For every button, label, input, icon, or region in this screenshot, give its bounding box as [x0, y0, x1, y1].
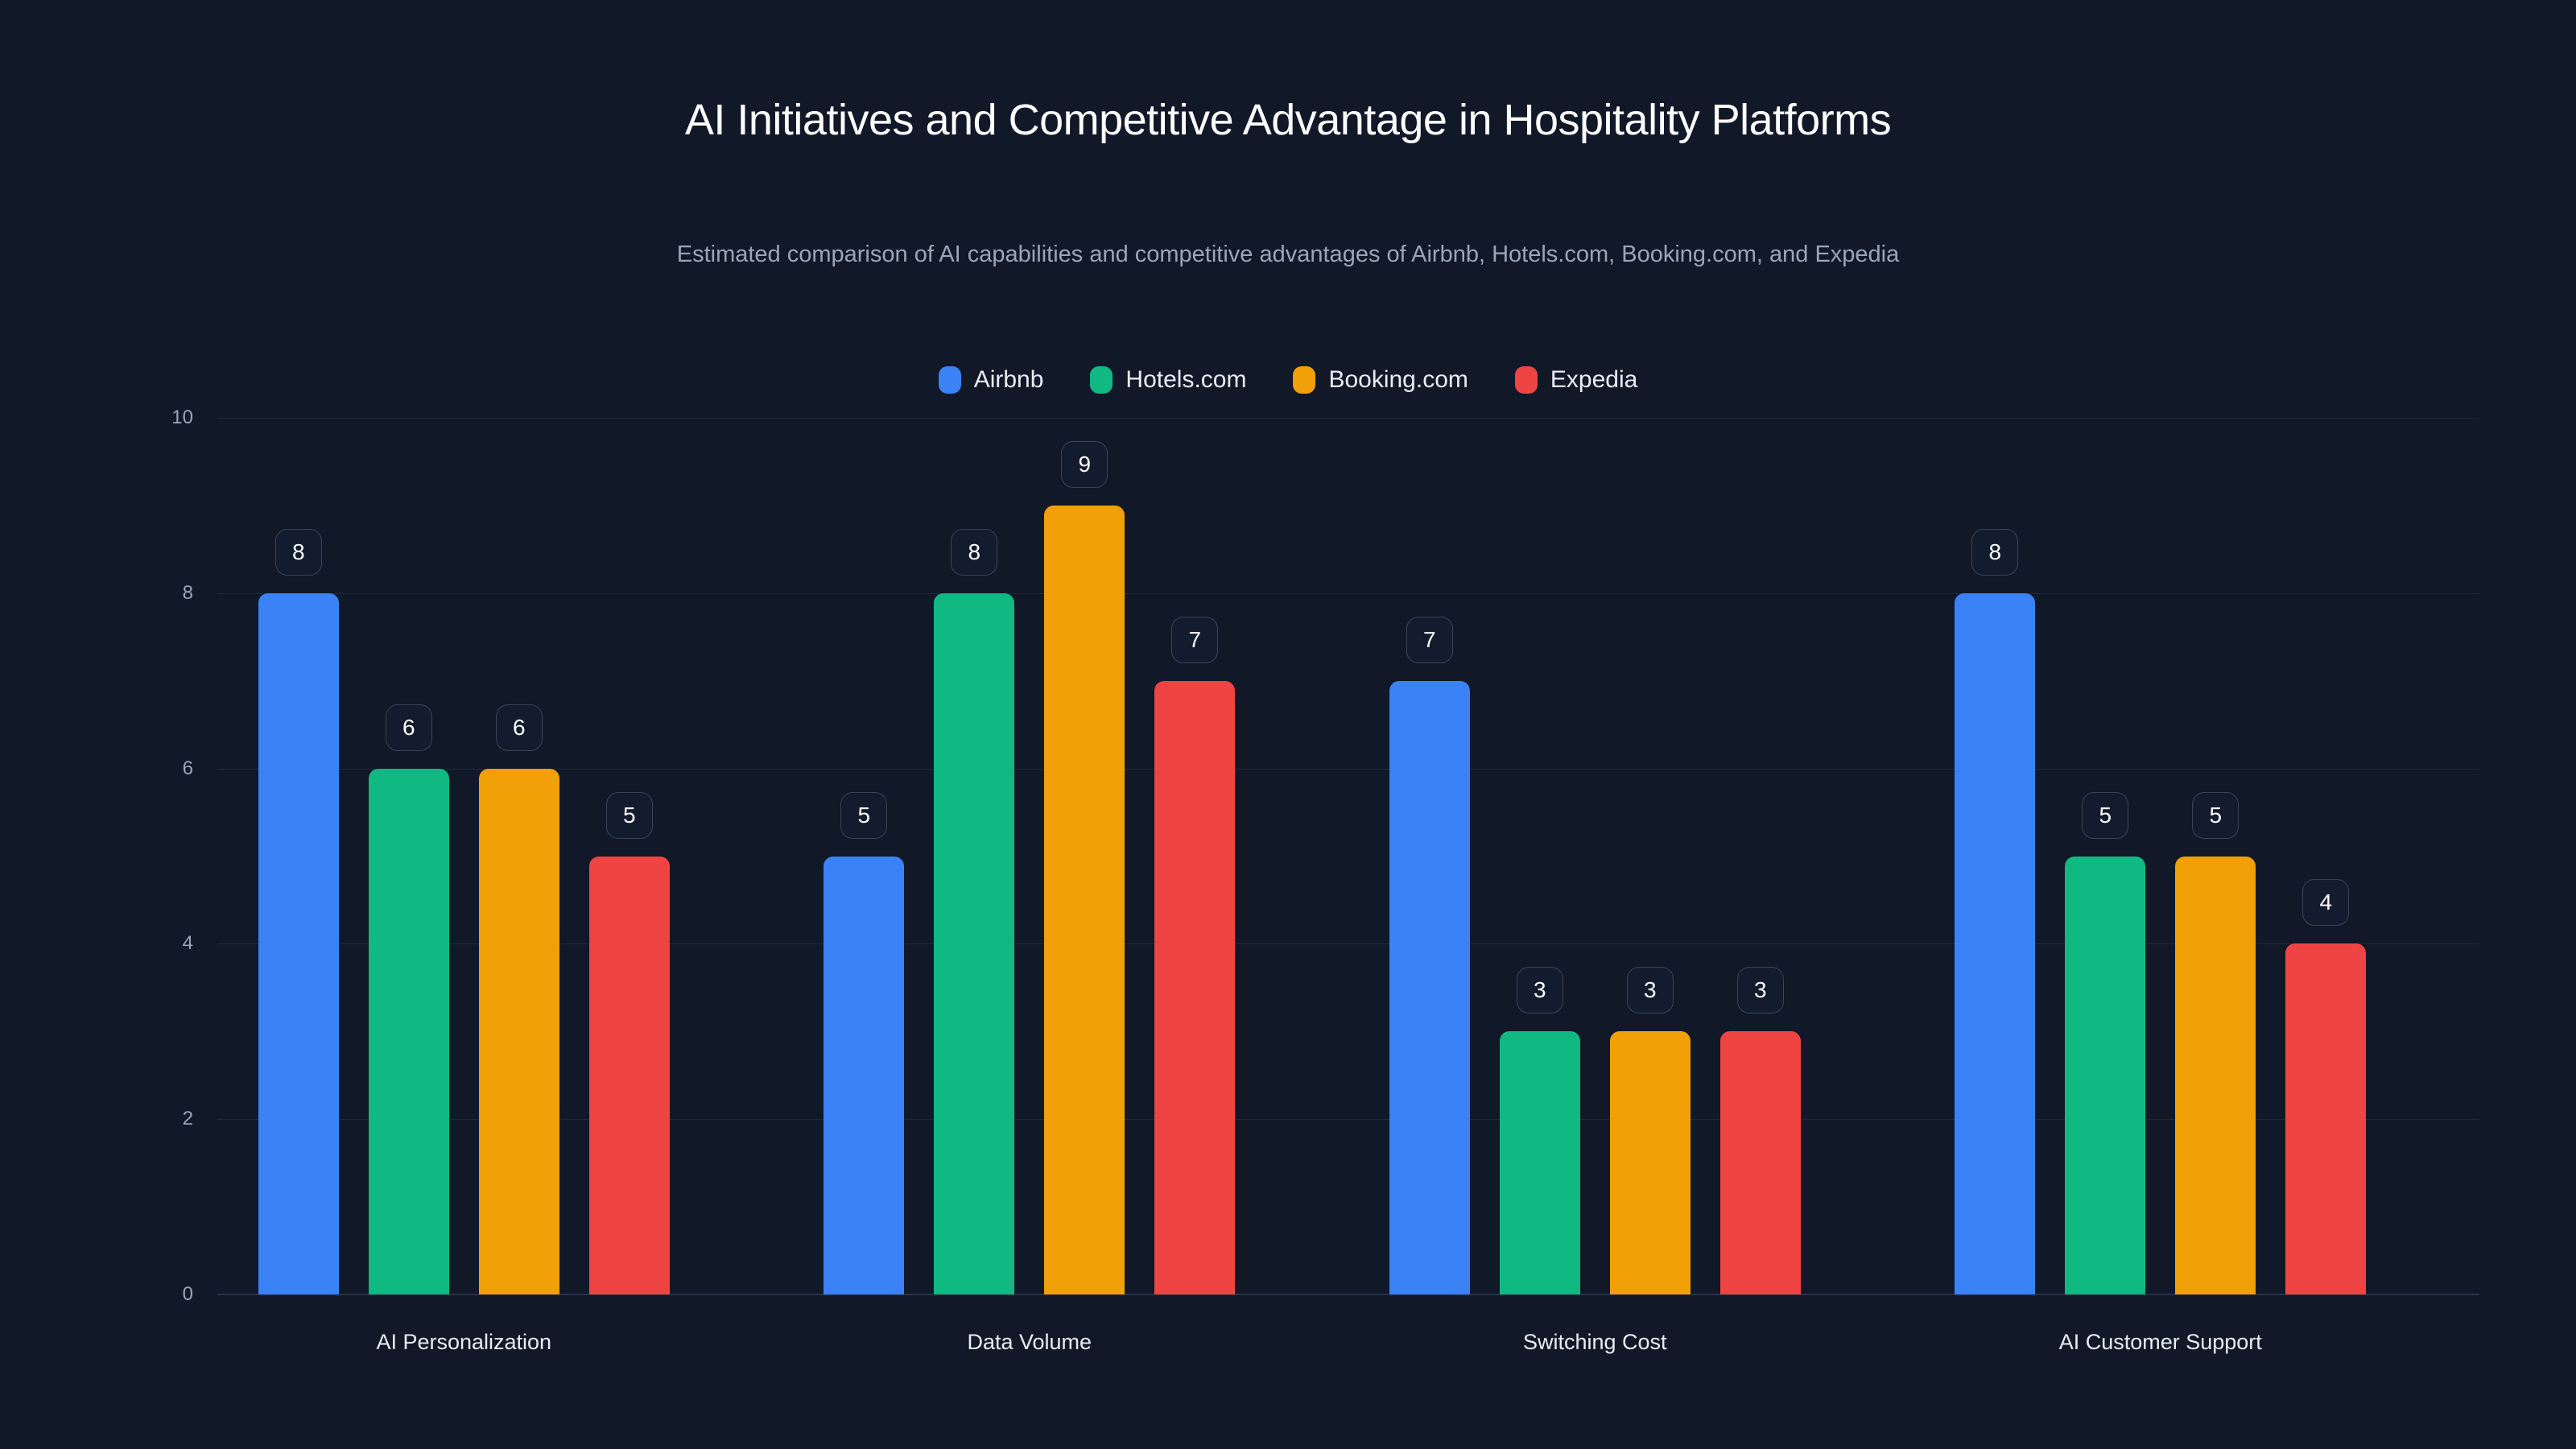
- x-axis-category-label: AI Customer Support: [2058, 1330, 2262, 1354]
- chart-legend: Airbnb Hotels.com Booking.com Expedia: [0, 366, 2576, 394]
- legend-item[interactable]: Hotels.com: [1090, 366, 1246, 394]
- y-axis-tick-label: 6: [182, 757, 193, 779]
- legend-item[interactable]: Booking.com: [1293, 366, 1468, 394]
- bar[interactable]: [824, 856, 905, 1294]
- y-axis-tick-label: 4: [182, 932, 193, 955]
- bar-value-label: 5: [2082, 791, 2129, 839]
- page-subtitle: Estimated comparison of AI capabilities …: [676, 242, 1900, 267]
- gridline: [217, 1119, 2479, 1121]
- gridline: [217, 592, 2479, 594]
- bar[interactable]: [934, 592, 1015, 1294]
- bar-value-label: 3: [1516, 967, 1563, 1014]
- y-axis-tick-label: 10: [171, 407, 193, 428]
- bar[interactable]: [1609, 1031, 1690, 1294]
- legend-label: Expedia: [1550, 366, 1638, 393]
- legend-label: Hotels.com: [1125, 366, 1247, 393]
- bar[interactable]: [588, 856, 670, 1294]
- bar[interactable]: [2065, 856, 2146, 1294]
- bar-value-label: 9: [1061, 440, 1108, 488]
- legend-swatch-icon: [938, 366, 961, 394]
- bar[interactable]: [258, 592, 339, 1294]
- bar-value-label: 4: [2302, 879, 2350, 927]
- bar[interactable]: [1955, 592, 2036, 1294]
- bar-value-label: 8: [951, 528, 998, 576]
- legend-label: Booking.com: [1328, 366, 1468, 393]
- bar[interactable]: [1719, 1031, 1801, 1294]
- legend-item[interactable]: Expedia: [1514, 366, 1638, 394]
- y-axis-tick-label: 0: [182, 1283, 193, 1305]
- bar-value-label: 7: [1171, 616, 1219, 663]
- bar-value-label: 7: [1406, 616, 1453, 663]
- bar-value-label: 6: [385, 704, 432, 751]
- legend-label: Airbnb: [973, 366, 1044, 393]
- bar[interactable]: [478, 768, 559, 1294]
- bar-value-label: 8: [1971, 528, 2019, 576]
- page-title: AI Initiatives and Competitive Advantage…: [684, 96, 1892, 144]
- bar-value-label: 5: [840, 791, 888, 839]
- gridline: [217, 943, 2479, 945]
- x-axis-category-label: Data Volume: [967, 1330, 1092, 1354]
- x-axis-category-label: AI Personalization: [376, 1330, 552, 1354]
- bar-value-label: 3: [1736, 967, 1784, 1014]
- bar[interactable]: [368, 768, 449, 1294]
- bar[interactable]: [2175, 856, 2256, 1294]
- bar-value-label: 5: [605, 791, 653, 839]
- legend-swatch-icon: [1293, 366, 1316, 394]
- y-axis-tick-label: 8: [182, 581, 193, 604]
- bar-value-label: 5: [2192, 791, 2240, 839]
- bar[interactable]: [1044, 505, 1125, 1294]
- bar[interactable]: [2285, 943, 2367, 1294]
- bar-value-label: 8: [275, 528, 322, 576]
- gridline: [217, 768, 2479, 770]
- legend-swatch-icon: [1514, 366, 1538, 394]
- bar[interactable]: [1154, 680, 1236, 1294]
- bar-value-label: 6: [495, 704, 543, 751]
- bar[interactable]: [1389, 680, 1470, 1294]
- x-axis-baseline: [217, 1294, 2479, 1295]
- legend-item[interactable]: Airbnb: [938, 366, 1044, 394]
- y-axis-tick-label: 2: [182, 1108, 193, 1130]
- x-axis-category-label: Switching Cost: [1522, 1330, 1667, 1354]
- bar[interactable]: [1499, 1031, 1580, 1294]
- gridline: [217, 418, 2479, 419]
- legend-swatch-icon: [1090, 366, 1113, 394]
- bar-value-label: 3: [1626, 967, 1674, 1014]
